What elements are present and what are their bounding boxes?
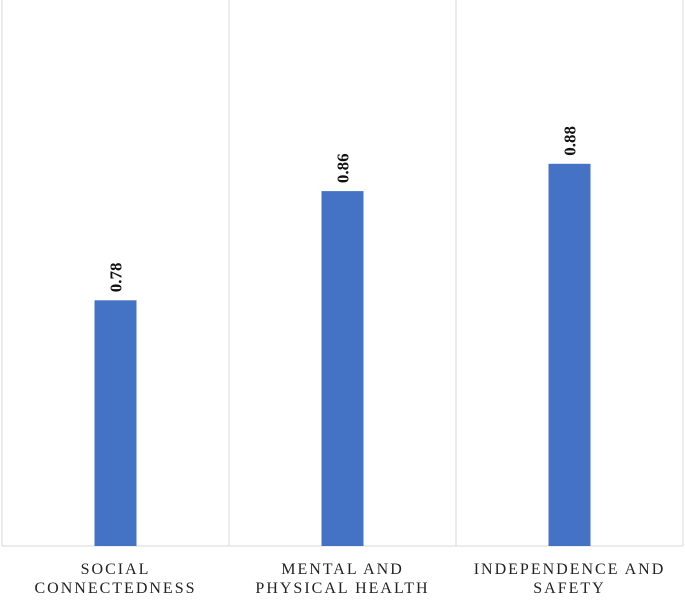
category-label-line: SOCIAL [81,561,151,578]
category-label-line: MENTAL AND [281,561,404,578]
category-label: SOCIAL CONNECTEDNESS [34,561,196,596]
bar [548,163,591,547]
data-label: 0.88 [561,126,580,156]
bar-series [94,163,591,547]
bar [94,300,137,546]
category-label-line: SAFETY [533,580,605,596]
bar [321,191,364,546]
data-labels: 0.78 0.86 0.88 [107,126,580,292]
category-label-line: CONNECTEDNESS [34,580,196,596]
category-axis-labels: SOCIAL CONNECTEDNESS MENTAL AND PHYSICAL HE… [34,561,666,597]
category-label-line: PHYSICAL HEALTH [255,580,429,596]
data-label: 0.86 [334,153,353,183]
category-label: INDEPENDENCE AND SAFETY [474,561,666,596]
category-label-line: INDEPENDENCE AND [474,561,666,578]
data-label: 0.78 [107,263,126,293]
category-label: MENTAL AND PHYSICAL HEALTH [255,561,429,596]
